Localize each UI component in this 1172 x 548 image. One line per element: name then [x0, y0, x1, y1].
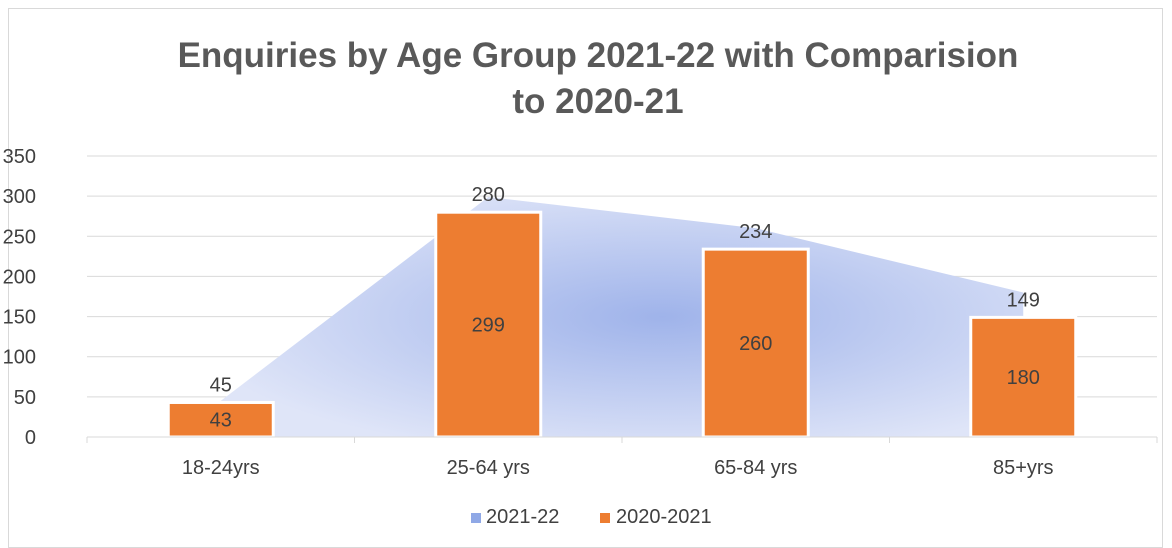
bar-data-label: 260 [739, 333, 772, 355]
x-tick-label: 85+yrs [993, 457, 1054, 479]
bar-2020-2021 [969, 315, 1078, 439]
x-tick-label: 25-64 yrs [447, 457, 530, 479]
y-tick-label: 250 [3, 226, 36, 248]
y-tick-label: 300 [3, 186, 36, 208]
legend-label-2021-22: 2021-22 [486, 506, 559, 528]
area-data-label: 149 [1007, 289, 1040, 311]
x-axis: 18-24yrs 25-64 yrs 65-84 yrs 85+yrs [86, 436, 1158, 479]
bar-2020-2021 [434, 210, 543, 439]
area-data-label: 280 [472, 184, 505, 206]
legend-swatch-2021-22 [471, 513, 481, 523]
bar-data-label: 180 [1007, 367, 1040, 389]
legend: 2021-22 2020-2021 [471, 506, 712, 528]
y-tick-label: 100 [3, 347, 36, 369]
area-2021-22 [220, 196, 1024, 437]
bar-2020-2021 [701, 247, 810, 439]
area-data-label: 234 [739, 221, 772, 243]
y-axis-ticks: 0 50 100 150 200 250 300 350 [3, 146, 36, 449]
x-tick-label: 65-84 yrs [714, 457, 797, 479]
x-tick-label: 18-24yrs [182, 457, 260, 479]
data-labels: 45 43 280 299 234 260 149 180 [210, 184, 1040, 432]
bar-data-label: 299 [472, 315, 505, 337]
area-data-label: 45 [210, 374, 232, 396]
chart-title-line-1: Enquiries by Age Group 2021-22 with Comp… [178, 36, 1019, 75]
y-tick-label: 350 [3, 146, 36, 168]
y-tick-label: 200 [3, 266, 36, 288]
y-tick-label: 50 [14, 387, 36, 409]
legend-swatch-2020-2021 [600, 513, 610, 523]
legend-label-2020-2021: 2020-2021 [616, 506, 712, 528]
bar-data-label: 43 [210, 410, 232, 432]
y-tick-label: 150 [3, 307, 36, 329]
area-series [220, 196, 1024, 437]
chart-title-line-2: to 2020-21 [512, 82, 683, 121]
y-tick-label: 0 [25, 427, 36, 449]
